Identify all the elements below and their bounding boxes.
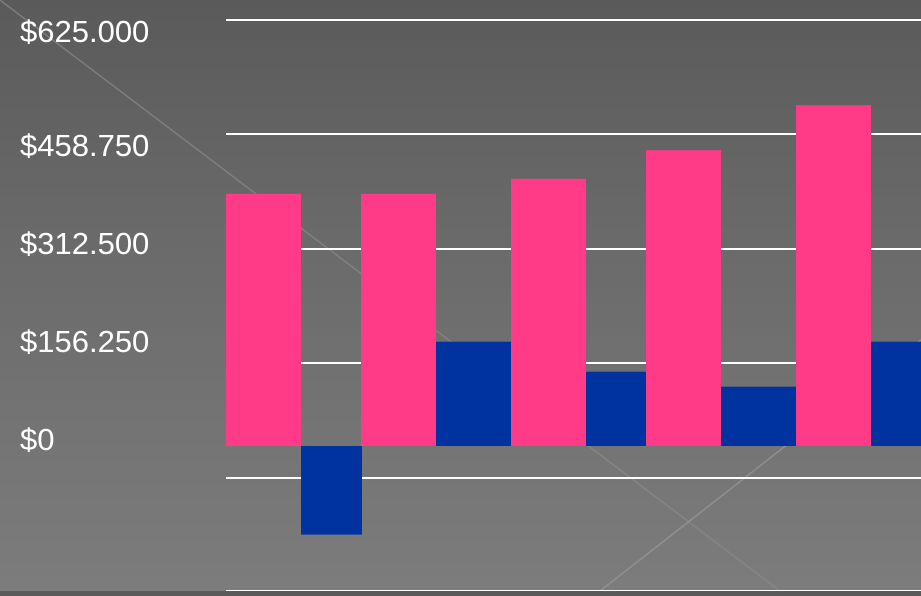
y-tick-label: $156.250 xyxy=(20,324,149,359)
y-tick-label: $0 xyxy=(20,422,54,457)
bar xyxy=(226,193,301,446)
y-tick-label: $312.500 xyxy=(20,226,149,261)
bar xyxy=(721,386,796,446)
bar xyxy=(646,150,721,446)
bar xyxy=(301,446,362,535)
bar xyxy=(436,341,511,446)
y-tick-label: $458.750 xyxy=(20,128,149,163)
bar xyxy=(796,105,871,446)
bars xyxy=(226,105,921,535)
y-axis-tick-labels: $625.000 $458.750 $312.500 $156.250 $0 xyxy=(20,14,149,457)
bar xyxy=(511,178,586,446)
bar xyxy=(361,193,436,446)
y-tick-label: $625.000 xyxy=(20,14,149,49)
bar xyxy=(871,341,921,446)
